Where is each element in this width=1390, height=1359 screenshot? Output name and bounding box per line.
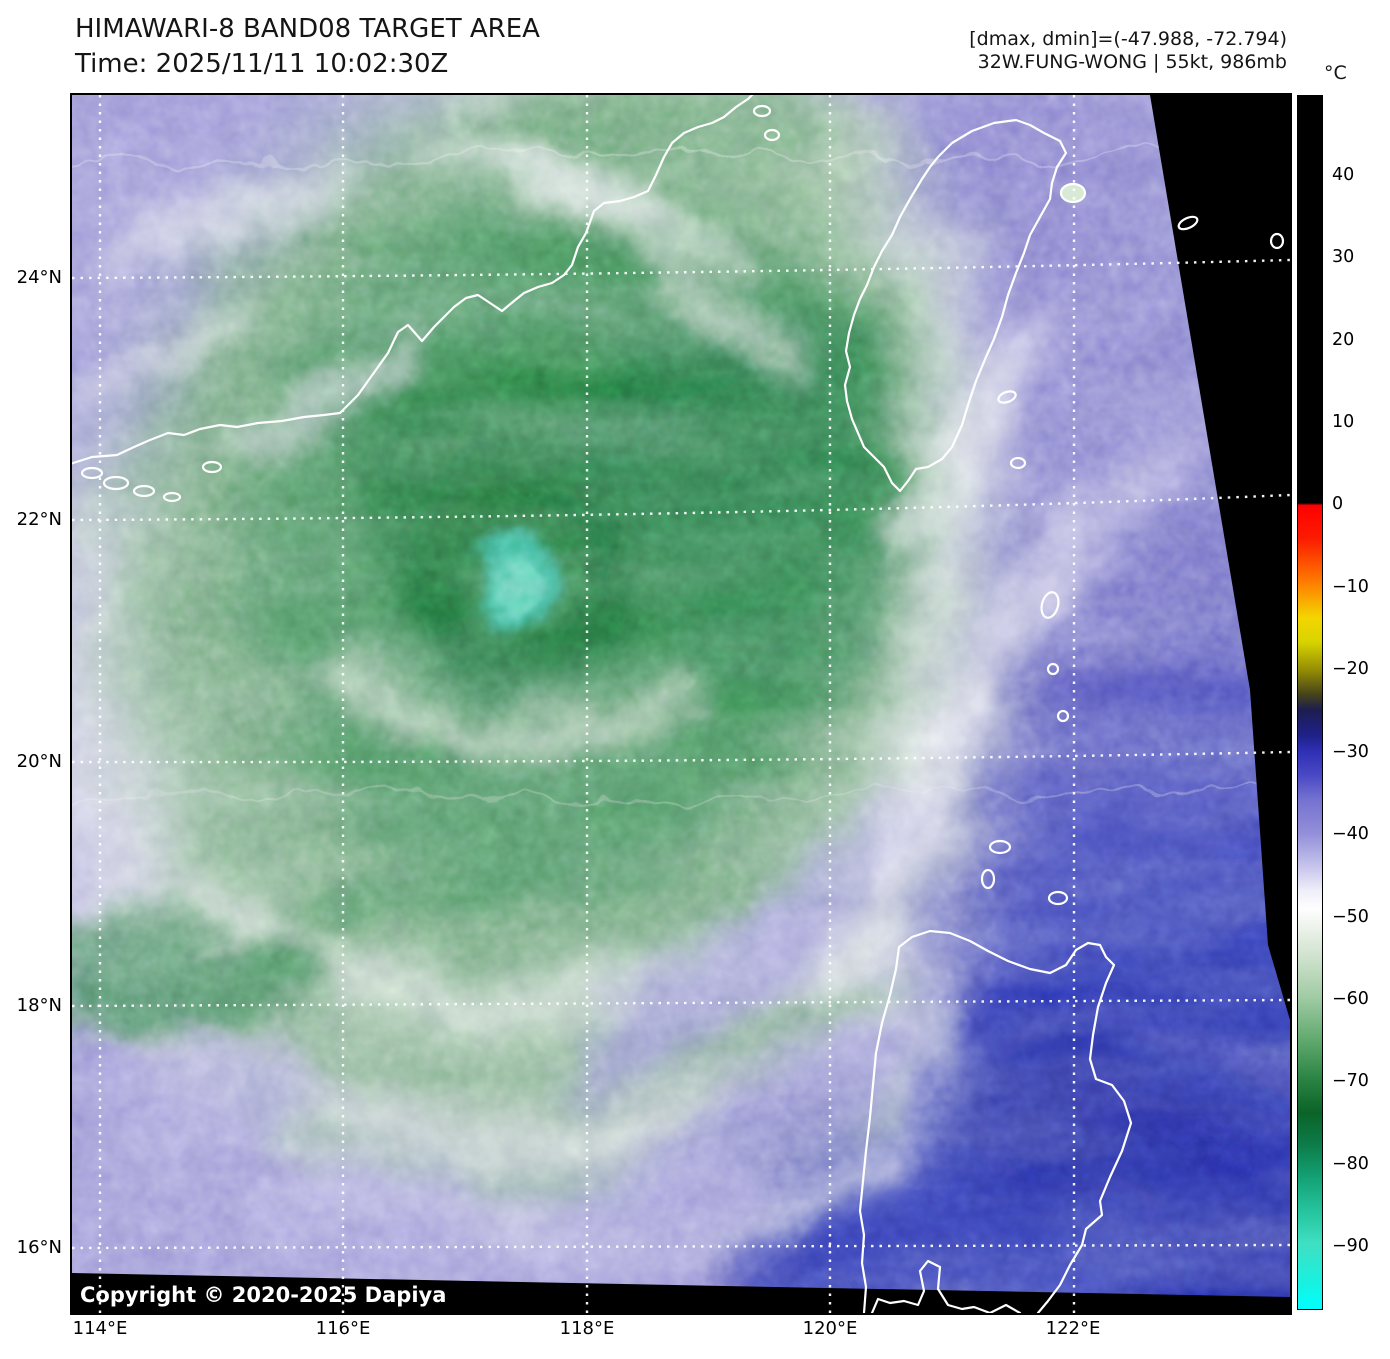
lat-label-24n: 24°N — [16, 267, 62, 288]
lon-label-120e: 120°E — [802, 1318, 858, 1339]
offscan-mask — [72, 95, 1290, 1313]
dark-grain-overlay — [72, 95, 1290, 1313]
parallel-22n — [72, 493, 1290, 522]
offscan-wedge-northeast — [1150, 95, 1290, 1020]
map-frame — [70, 93, 1292, 1315]
luzon-coastline-lingayen-gulf — [870, 1259, 1022, 1313]
island-outlines — [980, 215, 1285, 906]
colorbar-tick-m90: −90 — [1332, 1236, 1369, 1256]
lon-label-116e: 116°E — [315, 1318, 371, 1339]
colorbar-tick-m80: −80 — [1332, 1154, 1369, 1174]
colorbar-tick-0: 0 — [1332, 494, 1344, 514]
lon-label-118e: 118°E — [559, 1318, 615, 1339]
china-coastline — [72, 95, 754, 465]
luzon-coastline-west-east — [858, 929, 1133, 1313]
lon-label-122e: 122°E — [1045, 1318, 1101, 1339]
colorbar-tick-10: 10 — [1332, 412, 1355, 432]
colorbar-tick-m60: −60 — [1332, 989, 1369, 1009]
parallel-24n — [72, 258, 1290, 280]
colorbar-tick-30: 30 — [1332, 247, 1355, 267]
lat-label-20n: 20°N — [16, 751, 62, 772]
graticule-gridlines — [72, 95, 1290, 1313]
colorbar-tick-m10: −10 — [1332, 577, 1369, 597]
lat-label-18n: 18°N — [16, 995, 62, 1016]
satellite-image — [72, 95, 1290, 1313]
colorbar-tick-m30: −30 — [1332, 742, 1369, 762]
guishan-island-outline — [1059, 182, 1087, 204]
colorbar-tick-20: 20 — [1332, 330, 1355, 350]
coastal-islets — [80, 104, 781, 503]
lon-label-114e: 114°E — [72, 1318, 128, 1339]
page-title: HIMAWARI-8 BAND08 TARGET AREA — [75, 14, 540, 44]
lat-label-16n: 16°N — [16, 1237, 62, 1258]
timestamp: Time: 2025/11/11 10:02:30Z — [75, 49, 449, 79]
colorbar-tick-m70: −70 — [1332, 1071, 1369, 1091]
lat-label-22n: 22°N — [16, 509, 62, 530]
storm-info: 32W.FUNG-WONG | 55kt, 986mb — [977, 51, 1287, 73]
dmax-dmin-readout: [dmax, dmin]=(-47.988, -72.794) — [969, 28, 1287, 50]
colorbar-tick-m50: −50 — [1332, 907, 1369, 927]
temperature-colorbar — [1297, 95, 1323, 1310]
taiwan-coastline — [843, 118, 1068, 493]
colorbar-tick-m40: −40 — [1332, 824, 1369, 844]
colorbar-unit-label: °C — [1324, 62, 1347, 84]
copyright-label: Copyright © 2020-2025 Dapiya — [80, 1283, 447, 1307]
colorbar-tick-m20: −20 — [1332, 659, 1369, 679]
header-stats: [dmax, dmin]=(-47.988, -72.794) 32W.FUNG… — [969, 28, 1287, 74]
colorbar-tick-40: 40 — [1332, 165, 1355, 185]
offscan-band-south — [72, 1273, 1290, 1313]
